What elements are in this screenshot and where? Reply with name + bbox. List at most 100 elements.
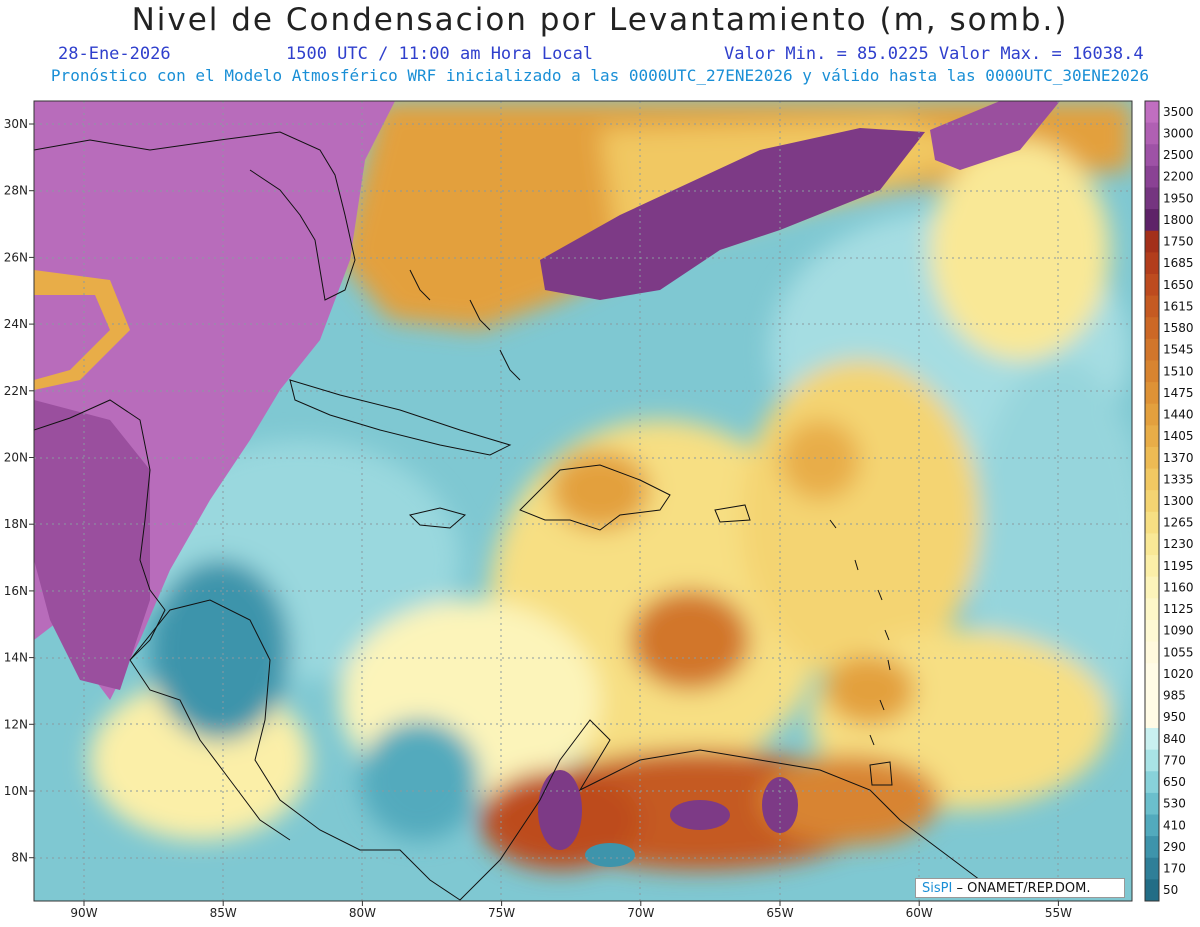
forecast-date: 28-Ene-2026 xyxy=(58,44,171,64)
lon-label: 90W xyxy=(70,906,97,920)
colorbar-swatch xyxy=(1145,598,1159,621)
lon-label: 55W xyxy=(1045,906,1072,920)
colorbar-label: 1800 xyxy=(1163,213,1194,227)
lat-label: 8N xyxy=(11,851,28,865)
colorbar-swatch xyxy=(1145,295,1159,318)
lon-label: 75W xyxy=(488,906,515,920)
colorbar-swatch xyxy=(1145,338,1159,361)
colorbar-swatch xyxy=(1145,533,1159,556)
lat-label: 26N xyxy=(4,250,28,264)
purple-band-atlantic xyxy=(540,128,925,300)
map-area xyxy=(34,101,1132,901)
colorbar-label: 1650 xyxy=(1163,278,1194,292)
colorbar-label: 1405 xyxy=(1163,429,1194,443)
colorbar-swatch xyxy=(1145,749,1159,772)
lat-label: 22N xyxy=(4,384,28,398)
colorbar-swatch xyxy=(1145,490,1159,513)
colorbar-swatch xyxy=(1145,468,1159,491)
colorbar-swatch xyxy=(1145,165,1159,188)
colorbar-swatch xyxy=(1145,403,1159,426)
colorbar-label: 1510 xyxy=(1163,364,1194,378)
colorbar-swatch xyxy=(1145,728,1159,751)
colorbar-swatch xyxy=(1145,230,1159,253)
colorbar-label: 2500 xyxy=(1163,148,1194,162)
colorbar-label: 2200 xyxy=(1163,170,1194,184)
colorbar-label: 290 xyxy=(1163,840,1186,854)
model-info: Pronóstico con el Modelo Atmosférico WRF… xyxy=(50,66,1150,85)
colorbar-swatch xyxy=(1145,857,1159,880)
lat-labels: 30N 28N 26N 24N 22N 20N 18N 16N 14N 12N 10N 8N xyxy=(4,117,34,865)
colorbar-label: 1685 xyxy=(1163,256,1194,270)
lat-label: 10N xyxy=(4,784,28,798)
colorbar-swatch xyxy=(1145,576,1159,599)
lat-label: 30N xyxy=(4,117,28,131)
colorbar-label: 3000 xyxy=(1163,126,1194,140)
graticule xyxy=(34,101,1132,901)
colorbar-label: 1950 xyxy=(1163,191,1194,205)
colorbar-swatch xyxy=(1145,619,1159,643)
colorbar-swatch xyxy=(1145,425,1159,448)
colorbar-label: 1440 xyxy=(1163,408,1194,422)
colorbar-label: 1160 xyxy=(1163,580,1194,594)
colorbar-swatch xyxy=(1145,706,1159,729)
colorbar-label: 50 xyxy=(1163,883,1178,897)
colorbar-swatch xyxy=(1145,771,1159,794)
lon-label: 65W xyxy=(766,906,793,920)
colorbar-label: 1615 xyxy=(1163,299,1194,313)
colorbar-label: 1020 xyxy=(1163,667,1194,681)
colorbar-label: 1125 xyxy=(1163,602,1194,616)
lat-label: 24N xyxy=(4,317,28,331)
colorbar-swatch xyxy=(1145,209,1159,232)
credit-text: – ONAMET/REP.DOM. xyxy=(956,881,1091,896)
lon-labels: 90W 85W 80W 75W 70W 65W 60W 55W xyxy=(70,901,1072,920)
forecast-time: 1500 UTC / 11:00 am Hora Local xyxy=(286,44,594,64)
colorbar-swatch xyxy=(1145,122,1159,145)
colorbar-swatch xyxy=(1145,273,1159,297)
colorbar-label: 650 xyxy=(1163,775,1186,789)
colorbar-label: 1335 xyxy=(1163,472,1194,486)
map-frame xyxy=(33,100,1133,902)
colorbar-label: 1055 xyxy=(1163,645,1194,659)
lat-label: 20N xyxy=(4,451,28,465)
colorbar-label: 1475 xyxy=(1163,386,1194,400)
lat-label: 16N xyxy=(4,584,28,598)
colorbar-swatch xyxy=(1145,101,1159,124)
colorbar-swatch xyxy=(1145,317,1159,340)
colorbar-swatch xyxy=(1145,792,1159,816)
colorbar-label: 950 xyxy=(1163,710,1186,724)
lat-label: 18N xyxy=(4,517,28,531)
colorbar-label: 1230 xyxy=(1163,537,1194,551)
colorbar-swatch xyxy=(1145,382,1159,405)
lat-label: 14N xyxy=(4,651,28,665)
colorbar-label: 3500 xyxy=(1163,105,1194,119)
chart-title: Nivel de Condensacion por Levantamiento … xyxy=(131,2,1069,38)
colorbar-label: 1545 xyxy=(1163,343,1194,357)
lon-label: 60W xyxy=(906,906,933,920)
colorbar-label: 1750 xyxy=(1163,235,1194,249)
colorbar-swatch xyxy=(1145,641,1159,664)
colorbar-label: 985 xyxy=(1163,689,1186,703)
colorbar-swatch xyxy=(1145,360,1159,383)
colorbar-label: 1195 xyxy=(1163,559,1194,573)
coastlines xyxy=(34,131,981,901)
colorbar-label: 1090 xyxy=(1163,624,1194,638)
colorbar: 3500 3000 2500 2200 1950 1800 1750 1685 1650 1615… xyxy=(1144,100,1194,902)
colorbar-label: 530 xyxy=(1163,797,1186,811)
colorbar-swatch xyxy=(1145,663,1159,686)
lon-label: 85W xyxy=(210,906,237,920)
lon-label: 80W xyxy=(349,906,376,920)
colorbar-label: 1370 xyxy=(1163,451,1194,465)
colorbar-frame xyxy=(1144,100,1160,902)
colorbar-swatch xyxy=(1145,252,1159,275)
colorbar-label: 410 xyxy=(1163,818,1186,832)
colorbar-label: 1580 xyxy=(1163,321,1194,335)
colorbar-label: 1265 xyxy=(1163,516,1194,530)
colorbar-swatch xyxy=(1145,511,1159,534)
colorbar-swatch xyxy=(1145,814,1159,837)
colorbar-swatch xyxy=(1145,684,1159,707)
colorbar-label: 1300 xyxy=(1163,494,1194,508)
colorbar-label: 170 xyxy=(1163,862,1186,876)
lat-label: 28N xyxy=(4,184,28,198)
colorbar-swatch xyxy=(1145,555,1159,578)
colorbar-swatch xyxy=(1145,446,1159,470)
